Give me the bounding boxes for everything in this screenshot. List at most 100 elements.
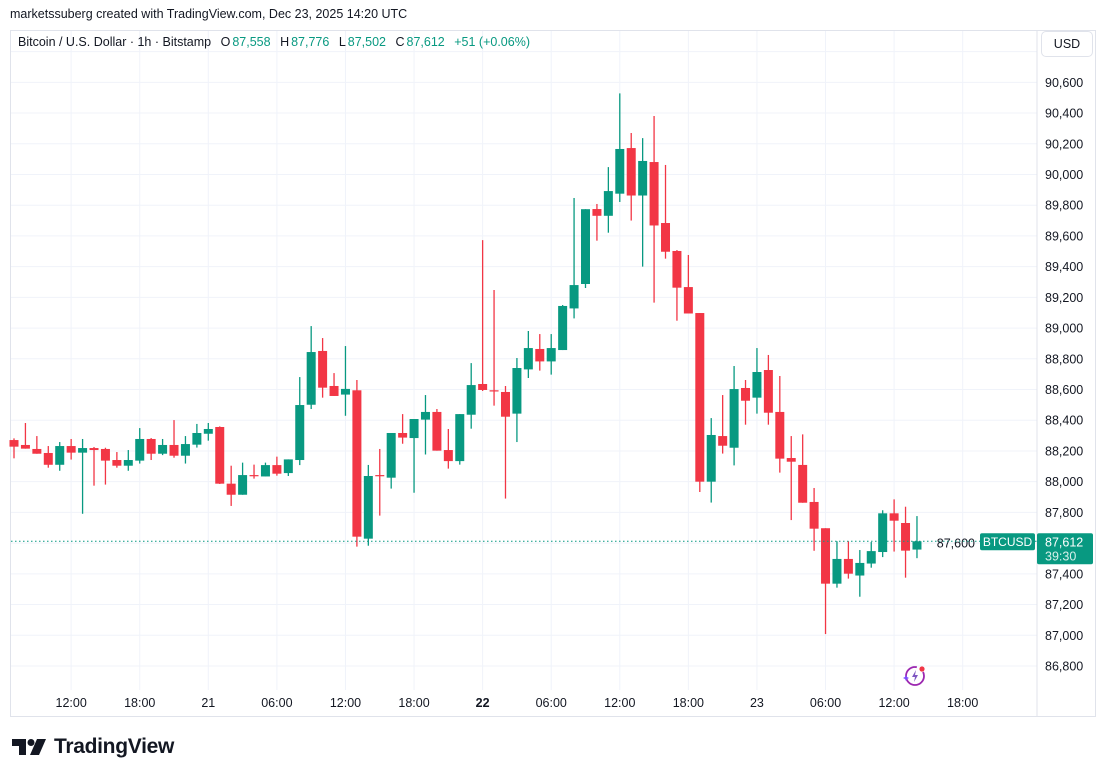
- candle-body: [9, 440, 19, 447]
- candle-up: [260, 462, 270, 477]
- candle-body: [455, 414, 465, 462]
- candle-up: [420, 395, 430, 455]
- candle-down: [672, 250, 682, 321]
- low-label: L: [338, 35, 346, 49]
- candle-down: [478, 240, 488, 392]
- candle-up: [409, 419, 419, 493]
- candle-body: [912, 541, 922, 550]
- candle-body: [295, 405, 305, 461]
- candle-down: [901, 506, 911, 578]
- candle-down: [683, 254, 693, 314]
- symbol-tag-bg: [980, 533, 1035, 551]
- close-value: 87,612: [406, 35, 445, 49]
- time-tick-label: 06:00: [536, 696, 567, 710]
- candle-down: [20, 423, 30, 449]
- candle-down: [535, 334, 545, 371]
- candle-down: [809, 487, 819, 551]
- time-tick-label: 06:00: [261, 696, 292, 710]
- price-tag-value: 87,612: [1045, 535, 1083, 549]
- candle-up: [78, 438, 88, 514]
- candle-body: [352, 390, 362, 537]
- candle-body: [192, 432, 202, 445]
- candle-body: [283, 459, 293, 474]
- tradingview-logo: TradingView: [12, 735, 174, 759]
- candle-up: [363, 464, 373, 546]
- candle-up: [866, 542, 876, 568]
- time-tick-label: 18:00: [947, 696, 978, 710]
- currency-button[interactable]: USD: [1041, 31, 1093, 57]
- candle-body: [32, 448, 42, 454]
- candle-body: [535, 348, 545, 362]
- candle-body: [763, 370, 773, 413]
- candle-body: [238, 475, 248, 495]
- candle-body: [741, 387, 751, 401]
- candle-body: [100, 448, 110, 461]
- candle-down: [272, 456, 282, 476]
- candle-body: [832, 558, 842, 584]
- candle-down: [249, 464, 259, 479]
- lightning-alert-icon[interactable]: [903, 666, 925, 686]
- candle-up: [386, 432, 396, 489]
- candle-down: [763, 354, 773, 425]
- candle-countdown: 39:30: [1045, 549, 1076, 563]
- candle-down: [626, 133, 636, 221]
- candle-body: [592, 209, 602, 216]
- candle-up: [180, 436, 190, 464]
- candle-up: [306, 326, 316, 410]
- candle-down: [89, 446, 99, 486]
- candle-body: [649, 162, 659, 226]
- candle-up: [558, 305, 568, 351]
- candle-body: [203, 428, 213, 434]
- candle-body: [340, 388, 350, 395]
- candle-body: [43, 452, 53, 465]
- candle-body: [443, 450, 453, 462]
- candle-up: [192, 423, 202, 448]
- candle-down: [489, 289, 499, 406]
- candle-down: [352, 379, 362, 547]
- candle-up: [158, 438, 168, 456]
- symbol-description: Bitcoin / U.S. Dollar · 1h · Bitstamp: [18, 35, 212, 49]
- tradingview-logo-text: TradingView: [54, 735, 175, 758]
- candle-down: [9, 438, 19, 459]
- price-tag-bg: [1037, 533, 1093, 565]
- candle-up: [203, 423, 213, 441]
- high-label: H: [280, 35, 290, 49]
- candle-up: [832, 541, 842, 588]
- candle-up: [512, 358, 522, 443]
- candle-body: [123, 460, 133, 466]
- candle-down: [215, 426, 225, 484]
- candle-up: [638, 138, 648, 267]
- candle-body: [695, 313, 705, 482]
- candle-up: [466, 363, 476, 429]
- candle-body: [558, 305, 568, 351]
- candle-body: [809, 501, 819, 529]
- time-tick-label: 06:00: [810, 696, 841, 710]
- time-tick-label: 12:00: [56, 696, 87, 710]
- candle-down: [318, 338, 328, 398]
- candle-down: [169, 420, 179, 458]
- candle-body: [729, 389, 739, 448]
- price-tick-label: 90,400: [1045, 107, 1083, 121]
- candle-down: [146, 438, 156, 461]
- attribution-text: marketssuberg created with TradingView.c…: [10, 7, 408, 21]
- time-tick-label: 22: [476, 696, 490, 710]
- candle-body: [66, 446, 76, 453]
- candle-down: [592, 203, 602, 241]
- candle-body: [752, 372, 762, 398]
- candle-body: [306, 352, 316, 405]
- price-tick-label: 90,600: [1045, 76, 1083, 90]
- candle-body: [775, 411, 785, 459]
- price-tick-label: 90,200: [1045, 137, 1083, 151]
- candle-body: [706, 434, 716, 482]
- price-tick-label: 87,200: [1045, 598, 1083, 612]
- candle-up: [603, 167, 613, 233]
- time-tick-label: 18:00: [673, 696, 704, 710]
- candle-body: [329, 385, 339, 396]
- open-value: 87,558: [232, 35, 271, 49]
- price-tick-label: 89,600: [1045, 229, 1083, 243]
- time-tick-label: 12:00: [604, 696, 635, 710]
- candle-up: [615, 93, 625, 202]
- time-tick-label: 21: [201, 696, 215, 710]
- candle-down: [329, 373, 339, 396]
